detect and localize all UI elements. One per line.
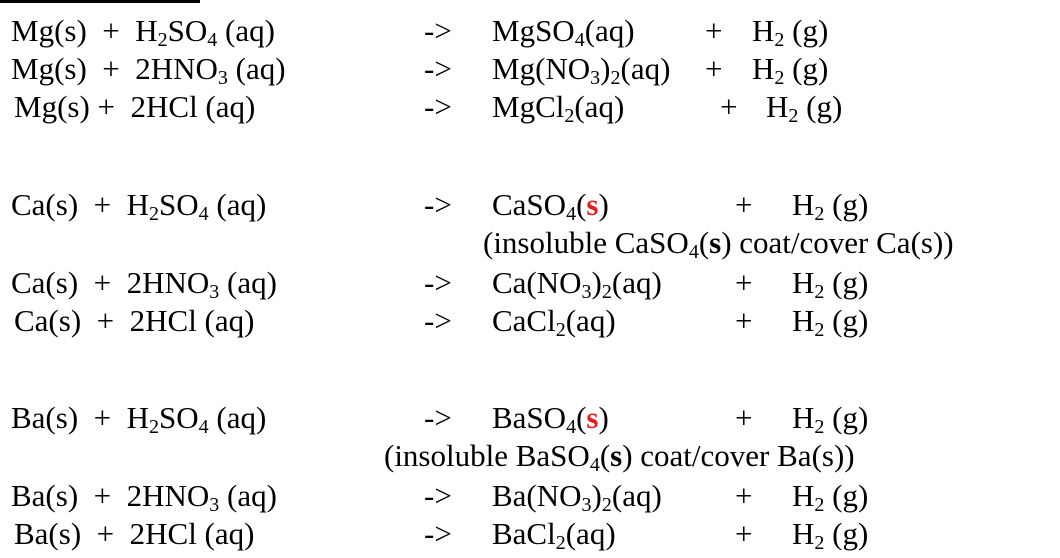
gas-product: H2 (g) [792, 303, 869, 341]
reactants: Ca(s) + 2HNO3 (aq) [11, 265, 277, 303]
plus-sign: + [705, 51, 723, 86]
reactants: Mg(s) + 2HCl (aq) [14, 89, 256, 124]
arrow: -> [424, 51, 452, 86]
arrow: -> [424, 89, 452, 124]
arrow: -> [424, 265, 452, 300]
arrow: -> [424, 478, 452, 513]
solid-state-marker: s [586, 187, 599, 222]
reactants: Mg(s) + H2SO4 (aq) [11, 13, 275, 51]
product: BaCl2(aq) [492, 516, 616, 554]
reactants: Mg(s) + 2HNO3 (aq) [11, 51, 286, 89]
plus-sign: + [735, 400, 753, 435]
plus-sign: + [735, 303, 753, 338]
gas-product: H2 (g) [752, 13, 829, 51]
plus-sign: + [735, 265, 753, 300]
note-text: (insoluble BaSO4(s) coat/cover Ba(s)) [384, 438, 855, 476]
gas-product: H2 (g) [792, 400, 869, 438]
plus-sign: + [735, 516, 753, 551]
arrow: -> [424, 13, 452, 48]
product: CaCl2(aq) [492, 303, 616, 341]
product: MgSO4(aq) [492, 13, 635, 51]
arrow: -> [424, 303, 452, 338]
reactants: Ba(s) + 2HNO3 (aq) [11, 478, 277, 516]
reactants: Ba(s) + 2HCl (aq) [14, 516, 255, 551]
top-rule-divider [0, 0, 200, 3]
gas-product: H2 (g) [792, 187, 869, 225]
product: BaSO4(s) [492, 400, 609, 438]
product: Ca(NO3)2(aq) [492, 265, 662, 303]
plus-sign: + [705, 13, 723, 48]
gas-product: H2 (g) [792, 516, 869, 554]
plus-sign: + [735, 478, 753, 513]
reactants: Ba(s) + H2SO4 (aq) [11, 400, 267, 438]
product: CaSO4(s) [492, 187, 609, 225]
arrow: -> [424, 187, 452, 222]
product: Mg(NO3)2(aq) [492, 51, 671, 89]
gas-product: H2 (g) [792, 265, 869, 303]
arrow: -> [424, 400, 452, 435]
plus-sign: + [720, 89, 738, 124]
gas-product: H2 (g) [792, 478, 869, 516]
reactants: Ca(s) + 2HCl (aq) [14, 303, 255, 338]
solid-state-marker: s [586, 400, 599, 435]
gas-product: H2 (g) [752, 51, 829, 89]
product: MgCl2(aq) [492, 89, 625, 127]
product: Ba(NO3)2(aq) [492, 478, 662, 516]
reactants: Ca(s) + H2SO4 (aq) [11, 187, 267, 225]
note-text: (insoluble CaSO4(s) coat/cover Ca(s)) [483, 225, 954, 263]
gas-product: H2 (g) [766, 89, 843, 127]
plus-sign: + [735, 187, 753, 222]
arrow: -> [424, 516, 452, 551]
